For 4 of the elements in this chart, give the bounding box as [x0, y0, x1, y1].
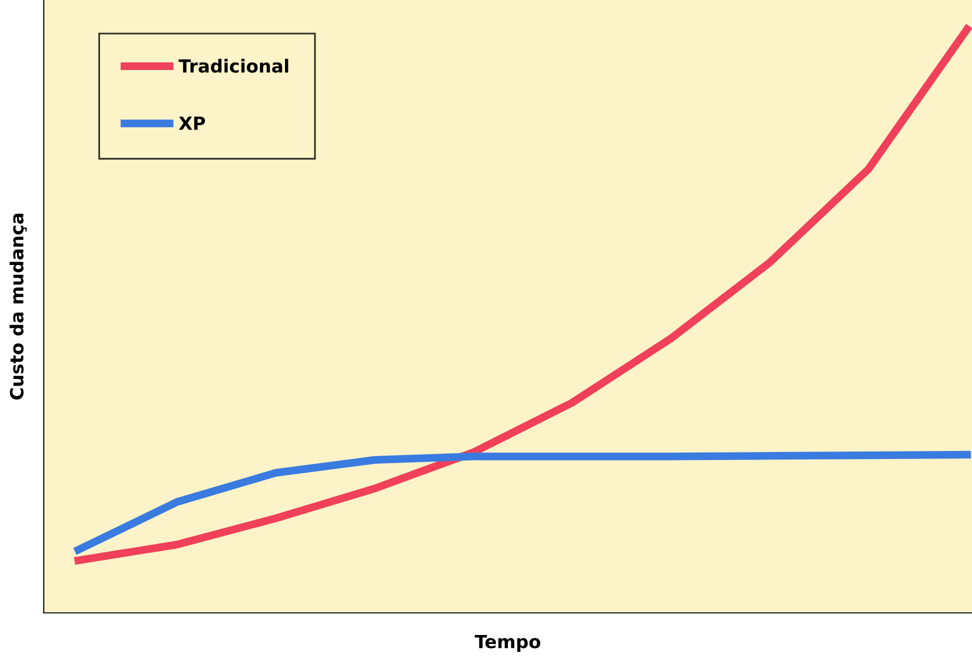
legend-label: XP — [178, 116, 206, 130]
y-axis-title: Custo da mudança — [10, 214, 27, 400]
legend-label: Tradicional — [178, 58, 288, 73]
x-axis-title: Tempo — [474, 634, 540, 652]
